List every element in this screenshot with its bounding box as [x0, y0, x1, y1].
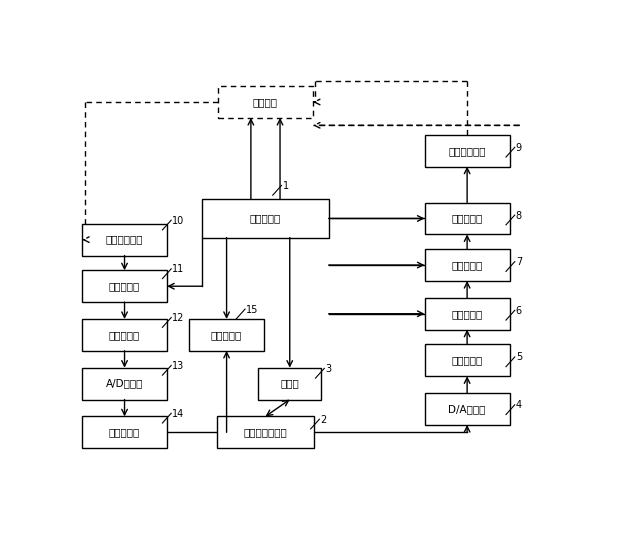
- Text: 11: 11: [172, 265, 184, 274]
- Bar: [424, 202, 510, 234]
- Bar: [82, 416, 167, 448]
- Bar: [82, 271, 167, 302]
- Text: 主控计算机: 主控计算机: [250, 213, 281, 223]
- Text: 延时器: 延时器: [280, 378, 299, 389]
- Text: 8: 8: [516, 211, 522, 221]
- Bar: [424, 249, 510, 281]
- Text: 回波信号模拟器: 回波信号模拟器: [243, 427, 287, 437]
- Bar: [217, 416, 314, 448]
- Bar: [82, 368, 167, 399]
- Bar: [203, 200, 329, 238]
- Text: A/D采样器: A/D采样器: [106, 378, 143, 389]
- Text: 3: 3: [325, 364, 331, 374]
- Text: 信号分析仪: 信号分析仪: [109, 427, 140, 437]
- Text: 9: 9: [516, 143, 522, 153]
- Bar: [82, 224, 167, 256]
- Text: 13: 13: [172, 361, 184, 371]
- Text: 射频发射天线: 射频发射天线: [448, 146, 486, 156]
- Text: 14: 14: [172, 409, 184, 419]
- Text: 射频接收天线: 射频接收天线: [106, 235, 144, 245]
- Text: 7: 7: [516, 257, 522, 267]
- Text: 15: 15: [246, 305, 258, 315]
- Text: 功率放大器: 功率放大器: [451, 309, 483, 319]
- Text: D/A变换器: D/A变换器: [448, 404, 486, 414]
- Text: 通道切换器: 通道切换器: [451, 213, 483, 223]
- Text: 10: 10: [172, 216, 184, 225]
- Bar: [424, 344, 510, 376]
- Text: 正交调制器: 正交调制器: [451, 355, 483, 365]
- Bar: [189, 319, 264, 351]
- Text: 被测雷达: 被测雷达: [253, 97, 278, 107]
- Text: 信号衰减器: 信号衰减器: [109, 281, 140, 291]
- Text: 4: 4: [516, 400, 522, 410]
- Text: 1: 1: [282, 181, 288, 191]
- Text: 正交解调器: 正交解调器: [109, 330, 140, 340]
- Bar: [424, 393, 510, 425]
- Bar: [258, 368, 322, 399]
- Bar: [218, 86, 313, 118]
- Text: 5: 5: [516, 353, 522, 362]
- Text: 6: 6: [516, 306, 522, 316]
- Text: 2: 2: [320, 415, 327, 425]
- Bar: [82, 319, 167, 351]
- Text: 12: 12: [172, 313, 184, 323]
- Text: 信号检测仪: 信号检测仪: [451, 260, 483, 270]
- Bar: [424, 298, 510, 329]
- Bar: [424, 135, 510, 167]
- Text: 分析计算机: 分析计算机: [211, 330, 242, 340]
